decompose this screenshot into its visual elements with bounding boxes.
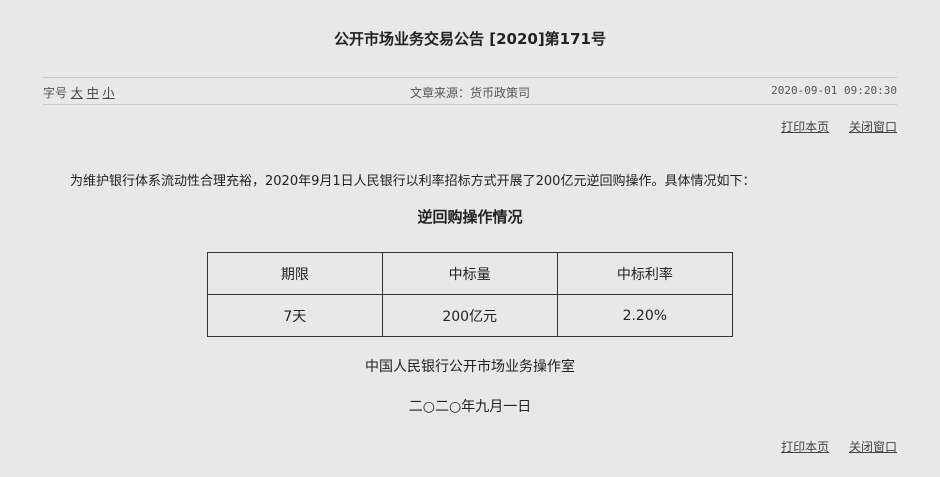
page-title: 公开市场业务交易公告 [2020]第171号 [334,30,606,48]
header-cell: 期限 [207,252,383,295]
close-window-link[interactable]: 关闭窗口 [848,440,897,454]
print-link[interactable]: 打印本页 [781,120,830,134]
signature-date: 二○二○年九月一日 [408,399,532,415]
font-size-controls: 字号 大 中 小 [43,84,115,101]
font-small-link[interactable]: 小 [102,86,115,100]
table-cell: 200亿元 [381,294,558,337]
signature: 中国人民银行公开市场业务操作室 [365,359,575,375]
top-links: 打印本页 关闭窗口 [765,118,897,135]
table-cell: 2.20% [556,294,734,337]
table-title: 逆回购操作情况 [417,208,523,226]
font-large-link[interactable]: 大 [70,86,83,100]
table-row: 7天 200亿元 2.20% [207,294,734,337]
close-window-link[interactable]: 关闭窗口 [848,120,897,134]
article-source: 文章来源：货币政策司 [409,86,530,100]
announcement-paragraph: 为维护银行体系流动性合理充裕，2020年9月1日人民银行以利率招标方式开展了20… [70,174,756,189]
font-size-label: 字号 [43,86,68,100]
print-link[interactable]: 打印本页 [781,440,830,454]
publish-datetime: 2020-09-01 09:20:30 [771,84,897,97]
operation-table: 期限 中标量 中标利率 7天 200亿元 2.20% [207,252,734,337]
divider [43,77,897,78]
meta-bar: 字号 大 中 小 文章来源：货币政策司 2020-09-01 09:20:30 [43,84,897,100]
font-medium-link[interactable]: 中 [86,86,99,100]
table-cell: 7天 [207,294,383,337]
table-header-row: 期限 中标量 中标利率 [207,252,734,295]
divider [43,104,897,105]
bottom-links: 打印本页 关闭窗口 [765,438,897,455]
header-cell: 中标利率 [556,252,734,295]
header-cell: 中标量 [381,252,558,295]
